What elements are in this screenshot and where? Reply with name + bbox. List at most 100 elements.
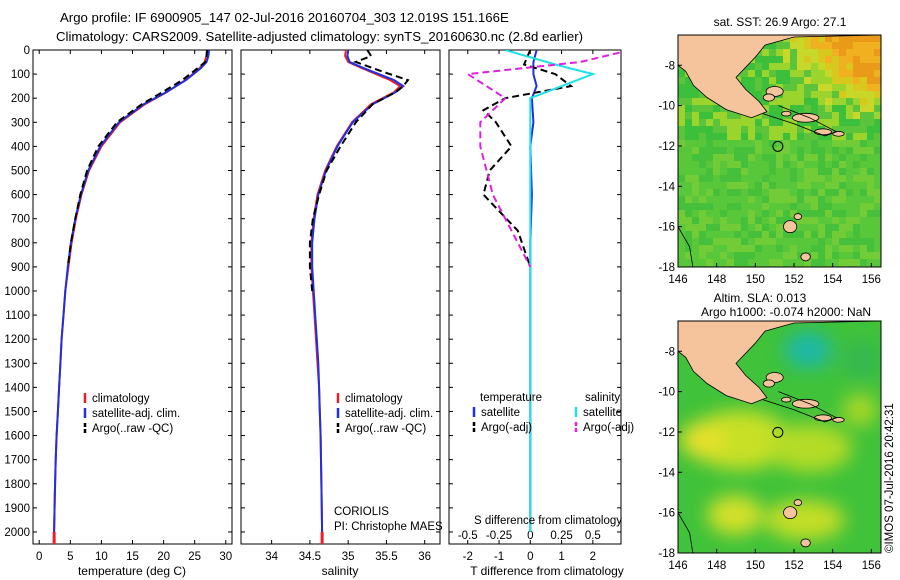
sst-cell <box>797 196 805 204</box>
sst-cell <box>741 252 749 260</box>
sst-cell <box>706 126 714 134</box>
sst-cell <box>685 119 693 127</box>
sst-cell <box>867 245 875 253</box>
sst-cell <box>860 161 868 169</box>
series-satellite-adj-clim- <box>53 50 210 533</box>
sst-cell <box>832 168 840 176</box>
sst-cell <box>867 147 875 155</box>
sst-cell <box>762 70 770 78</box>
land-mask-sla <box>678 321 881 553</box>
map-x-tick-label: 148 <box>707 274 726 286</box>
sst-cell <box>853 147 861 155</box>
sst-cell <box>867 259 875 267</box>
sst-cell <box>783 238 791 246</box>
sst-cell <box>790 154 798 162</box>
sst-cell <box>811 56 819 64</box>
series-climatology <box>53 50 209 533</box>
sst-cell <box>811 259 819 267</box>
sst-cell <box>839 84 847 92</box>
legend-label: satellite-adj. clim. <box>92 408 180 420</box>
sla-map-title-2: Argo h1000: -0.074 h2000: NaN <box>701 305 871 319</box>
sst-cell <box>790 119 798 127</box>
sst-cell <box>755 245 763 253</box>
sst-cell <box>846 126 854 134</box>
sst-cell <box>825 238 833 246</box>
sst-cell <box>692 224 700 232</box>
sst-cell <box>699 203 707 211</box>
sst-cell <box>720 105 728 113</box>
sst-cell <box>783 168 791 176</box>
sst-cell <box>692 175 700 183</box>
sst-cell <box>713 168 721 176</box>
sst-cell <box>853 126 861 134</box>
sst-cell <box>832 238 840 246</box>
map-x-tick-label: 146 <box>668 274 687 286</box>
sst-cell <box>692 112 700 120</box>
sst-cell <box>678 98 686 106</box>
sst-cell <box>748 182 756 190</box>
difference-legend: satellite Argo(-adj) satellite Argo(-adj) <box>472 407 634 434</box>
sst-cell <box>860 259 868 267</box>
sst-cell <box>818 182 826 190</box>
land-mask <box>678 35 881 267</box>
sst-cell <box>797 168 805 176</box>
series-argo-adj- <box>464 51 621 268</box>
sst-cell <box>853 112 861 120</box>
sst-cell <box>818 98 826 106</box>
sst-cell <box>832 224 840 232</box>
sst-cell <box>790 147 798 155</box>
sst-cell <box>860 84 868 92</box>
sst-cell <box>825 210 833 218</box>
sst-cell <box>825 133 833 141</box>
sst-cell <box>867 168 875 176</box>
sst-cell <box>825 91 833 99</box>
sst-cell <box>692 126 700 134</box>
sst-cell <box>706 189 714 197</box>
sst-cell <box>825 98 833 106</box>
salinity-axis-label: salinity <box>322 564 359 578</box>
sst-cell <box>741 70 749 78</box>
depth-tick-label: 1000 <box>4 286 30 298</box>
sst-cell <box>734 245 742 253</box>
sst-cell <box>818 140 826 148</box>
sst-cell <box>804 56 812 64</box>
sst-cell <box>867 112 875 120</box>
sst-cell <box>860 77 868 85</box>
sst-cell <box>832 98 840 106</box>
sst-cell <box>692 168 700 176</box>
map-x-tick-label: 154 <box>823 560 843 572</box>
sst-cell <box>846 105 854 113</box>
sst-cell <box>811 126 819 134</box>
depth-tick-label: 300 <box>11 117 30 129</box>
sst-cell <box>706 133 714 141</box>
sst-cell <box>734 203 742 211</box>
sst-cell <box>881 77 889 85</box>
sst-cell <box>797 224 805 232</box>
sst-cell <box>846 140 854 148</box>
sst-cell <box>818 133 826 141</box>
sst-cell <box>762 133 770 141</box>
sst-cell <box>832 119 840 127</box>
sst-cell <box>811 203 819 211</box>
x-tick-label: 34 <box>265 551 278 563</box>
sst-cell <box>783 119 791 127</box>
sst-cell <box>867 175 875 183</box>
sst-cell <box>825 119 833 127</box>
sst-cell <box>727 147 735 155</box>
sst-cell <box>692 245 700 253</box>
map-x-tick-label: 152 <box>784 560 803 572</box>
sst-cell <box>699 238 707 246</box>
sst-cell <box>776 112 784 120</box>
sst-cell <box>678 154 686 162</box>
sst-cell <box>881 224 889 232</box>
sst-cell <box>741 245 749 253</box>
sst-cell <box>783 49 791 57</box>
sst-cell <box>804 119 812 127</box>
sst-cell <box>713 238 721 246</box>
sst-cell <box>692 98 700 106</box>
sst-cell <box>804 161 812 169</box>
sst-cell <box>853 224 861 232</box>
sst-cell <box>881 147 889 155</box>
sst-cell <box>874 259 881 267</box>
sst-cell <box>853 182 861 190</box>
